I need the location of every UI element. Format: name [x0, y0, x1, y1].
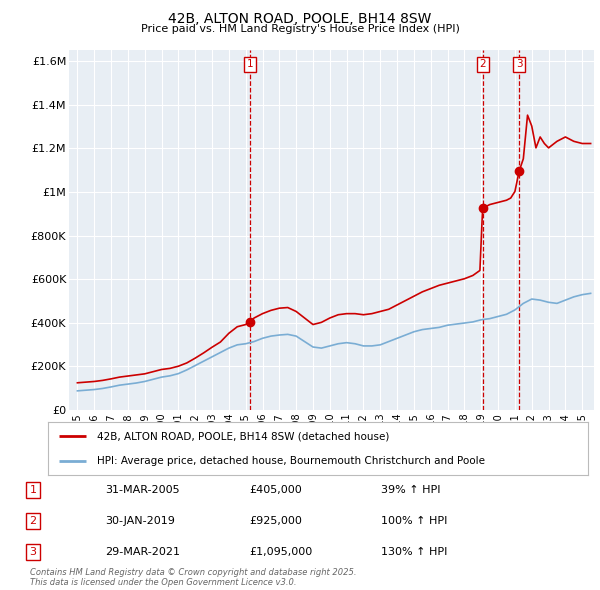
Text: 2: 2 [479, 59, 486, 69]
Text: 42B, ALTON ROAD, POOLE, BH14 8SW: 42B, ALTON ROAD, POOLE, BH14 8SW [169, 12, 431, 26]
Text: 1: 1 [29, 485, 37, 494]
Text: 3: 3 [516, 59, 523, 69]
Text: 29-MAR-2021: 29-MAR-2021 [105, 548, 180, 557]
Text: 39% ↑ HPI: 39% ↑ HPI [381, 485, 440, 494]
Text: 31-MAR-2005: 31-MAR-2005 [105, 485, 179, 494]
Text: £925,000: £925,000 [249, 516, 302, 526]
Text: 1: 1 [247, 59, 253, 69]
Text: Contains HM Land Registry data © Crown copyright and database right 2025.: Contains HM Land Registry data © Crown c… [30, 568, 356, 577]
Text: This data is licensed under the Open Government Licence v3.0.: This data is licensed under the Open Gov… [30, 578, 296, 587]
Text: 130% ↑ HPI: 130% ↑ HPI [381, 548, 448, 557]
Text: 3: 3 [29, 548, 37, 557]
Text: Price paid vs. HM Land Registry's House Price Index (HPI): Price paid vs. HM Land Registry's House … [140, 24, 460, 34]
Text: 2: 2 [29, 516, 37, 526]
Text: £405,000: £405,000 [249, 485, 302, 494]
Text: 100% ↑ HPI: 100% ↑ HPI [381, 516, 448, 526]
Text: HPI: Average price, detached house, Bournemouth Christchurch and Poole: HPI: Average price, detached house, Bour… [97, 455, 485, 466]
Text: 42B, ALTON ROAD, POOLE, BH14 8SW (detached house): 42B, ALTON ROAD, POOLE, BH14 8SW (detach… [97, 431, 389, 441]
Text: £1,095,000: £1,095,000 [249, 548, 312, 557]
Text: 30-JAN-2019: 30-JAN-2019 [105, 516, 175, 526]
